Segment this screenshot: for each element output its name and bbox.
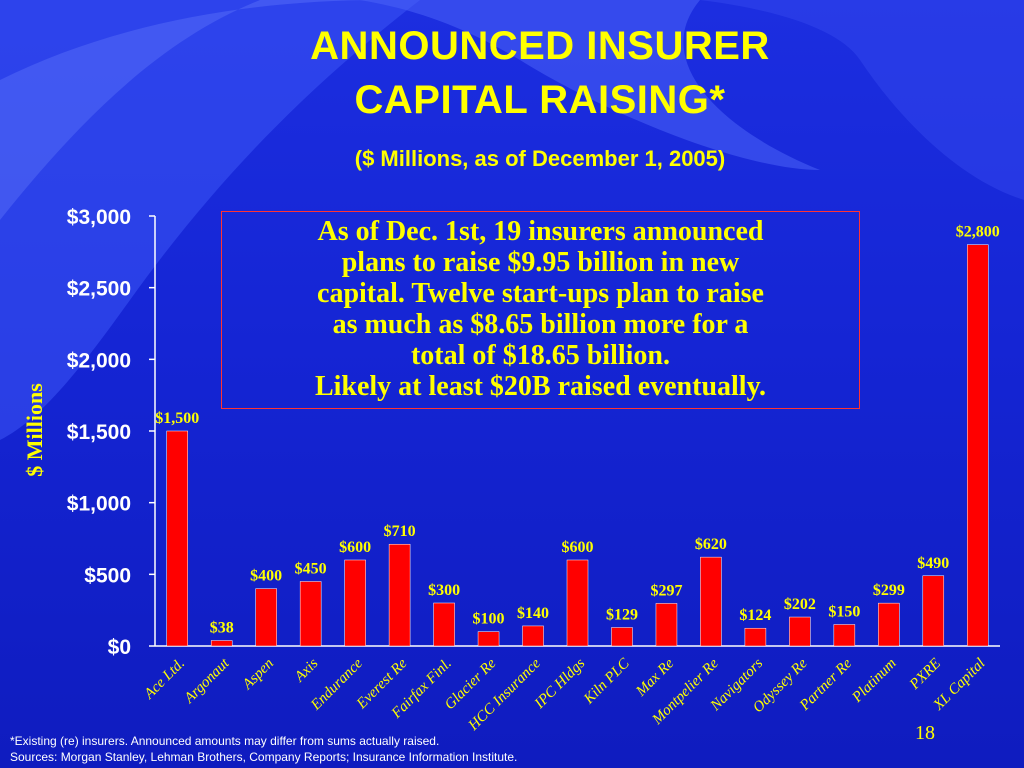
data-label: $1,500	[155, 410, 199, 427]
page-number: 18	[915, 722, 935, 744]
bar-hcc-insurance	[522, 625, 544, 647]
annotation-line: as much as $8.65 billion more for a	[332, 309, 749, 340]
y-tick-label: $1,000	[67, 493, 131, 516]
bar-fairfax-finl	[433, 602, 455, 647]
bar-endurance	[344, 559, 366, 647]
y-axis-label: $ Millions	[22, 383, 47, 477]
data-label: $620	[695, 536, 727, 553]
sources-note: Sources: Morgan Stanley, Lehman Brothers…	[10, 750, 518, 764]
x-tick-label: Platinum	[849, 655, 900, 706]
bar-argonaut	[210, 640, 233, 647]
bar-axis	[299, 581, 322, 647]
bar-xl-capital	[967, 244, 989, 647]
bar-pxre	[922, 575, 945, 647]
x-tick-label: Max Re	[633, 655, 678, 700]
y-tick-label: $500	[84, 564, 131, 587]
chart-subtitle: ($ Millions, as of December 1, 2005)	[354, 146, 726, 171]
x-tick-label: Kiln PLC	[580, 655, 633, 708]
bar-max-re	[655, 603, 678, 647]
data-label: $140	[517, 605, 549, 622]
data-label: $150	[828, 604, 860, 621]
bar-navigators	[744, 627, 767, 647]
y-tick-label: $2,000	[67, 349, 131, 372]
bar-odyssey-re	[789, 616, 811, 647]
data-label: $450	[295, 561, 327, 578]
bar-ipc-hldgs	[566, 559, 589, 647]
bar-everest-re	[388, 543, 411, 647]
annotation-line: plans to raise $9.95 billion in new	[341, 247, 740, 278]
bar-aspen	[255, 588, 277, 647]
bar-kiln-plc	[611, 627, 633, 647]
x-tick-label: Axis	[291, 655, 321, 685]
data-label: $490	[917, 555, 949, 572]
data-label: $400	[250, 568, 282, 585]
bar-montpelier-re	[700, 556, 722, 647]
y-tick-label: $0	[108, 636, 131, 659]
annotation-line: total of $18.65 billion.	[410, 340, 670, 371]
annotation-line: Likely at least $20B raised eventually.	[314, 371, 767, 402]
data-label: $299	[873, 582, 905, 599]
data-label: $124	[739, 607, 771, 624]
data-label: $297	[650, 582, 682, 599]
chart-title-line-2: CAPITAL RAISING*	[354, 78, 726, 122]
chart-title-line-1: ANNOUNCED INSURER	[310, 24, 770, 68]
bar-partner-re	[833, 624, 856, 647]
x-tick-label: PXRE	[906, 656, 944, 694]
annotation-line: capital. Twelve start-ups plan to raise	[317, 278, 764, 309]
data-label: $600	[339, 539, 371, 556]
y-tick-label: $1,500	[67, 421, 131, 444]
data-label: $100	[473, 611, 505, 628]
y-tick-label: $2,500	[67, 278, 131, 301]
data-label: $129	[606, 607, 638, 624]
bar-platinum	[878, 602, 900, 647]
bar-glacier-re	[477, 631, 500, 647]
footnote: *Existing (re) insurers. Announced amoun…	[10, 734, 440, 748]
annotation-box: As of Dec. 1st, 19 insurers announced pl…	[221, 211, 860, 409]
data-label: $600	[562, 539, 594, 556]
data-label: $2,800	[956, 224, 1000, 241]
bar-ace-ltd	[166, 430, 188, 647]
annotation-line: As of Dec. 1st, 19 insurers announced	[317, 216, 764, 247]
y-tick-label: $3,000	[67, 206, 131, 229]
data-label: $38	[210, 620, 234, 637]
data-label: $710	[384, 523, 416, 540]
data-label: $300	[428, 582, 460, 599]
x-tick-label: Aspen	[239, 656, 277, 694]
x-tick-label: Argonaut	[181, 655, 233, 707]
data-label: $202	[784, 596, 816, 613]
